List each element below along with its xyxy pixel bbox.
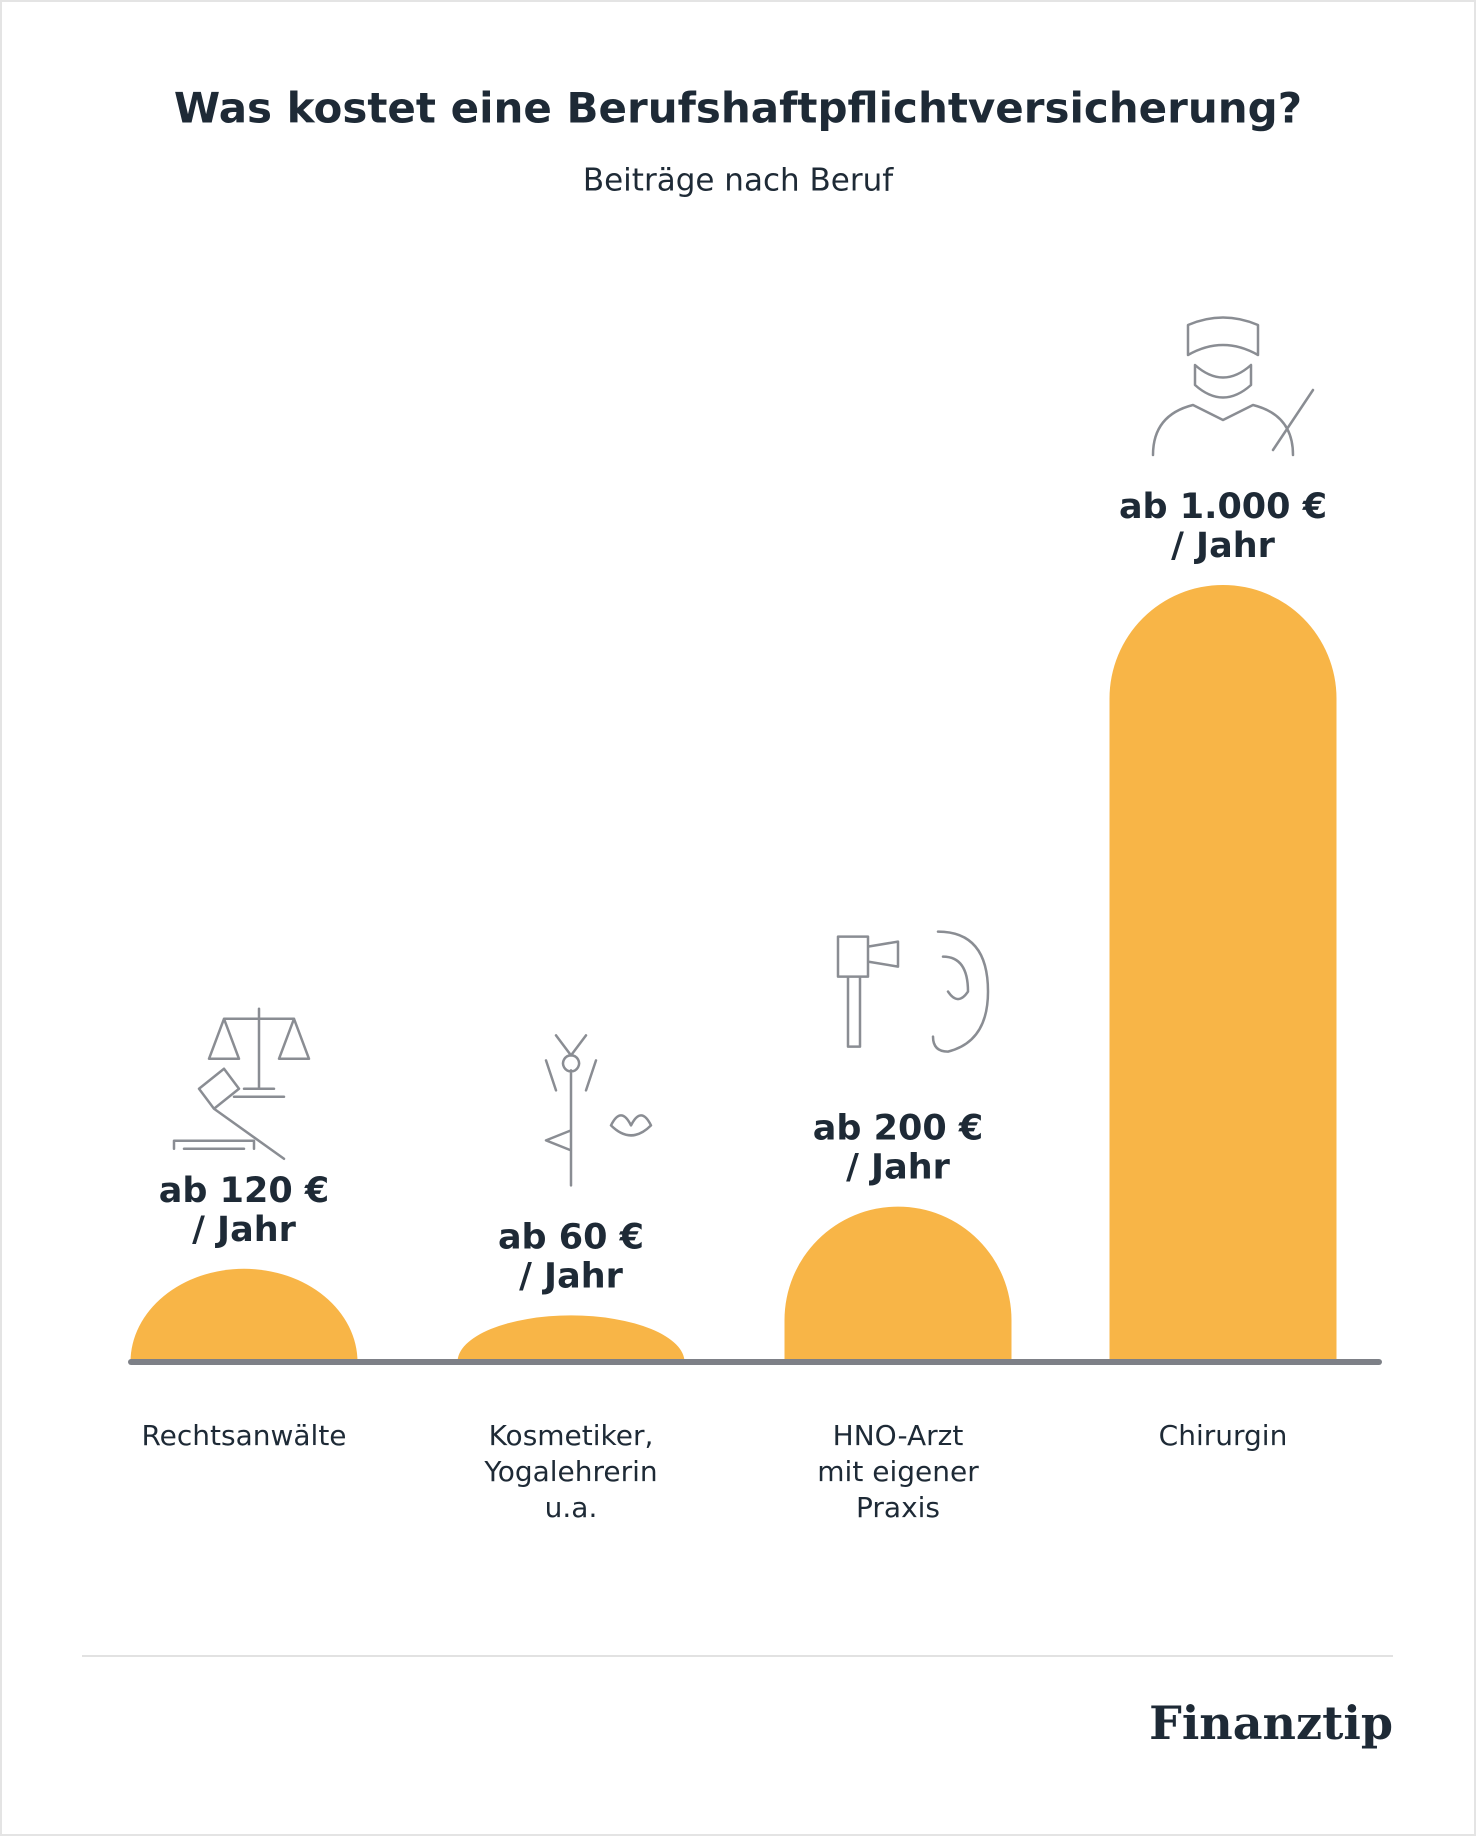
value-label: / Jahr (1171, 526, 1276, 566)
value-label: / Jahr (519, 1256, 624, 1296)
bar (130, 1268, 358, 1362)
x-tick-label: Rechtsanwälte (141, 1419, 346, 1452)
bar (457, 1315, 685, 1362)
x-tick-label: Praxis (856, 1491, 940, 1524)
x-tick-label: HNO-Arzt (833, 1419, 964, 1452)
value-label: / Jahr (846, 1148, 951, 1188)
profession-icon (836, 930, 990, 1053)
bar (784, 1206, 1012, 1362)
x-tick-label: Yogalehrerin (483, 1455, 657, 1488)
x-tick-label: u.a. (545, 1491, 598, 1524)
value-label: ab 60 € (498, 1217, 644, 1257)
value-label: ab 120 € (159, 1171, 329, 1211)
bar (1109, 585, 1337, 1362)
profession-icon (544, 1034, 653, 1187)
icons (172, 316, 1315, 1187)
chart-title: Was kostet eine Berufshaftpflichtversich… (174, 84, 1302, 133)
value-label: ab 1.000 € (1119, 487, 1327, 527)
profession-icon (172, 1007, 311, 1161)
value-label: / Jahr (192, 1210, 297, 1250)
profession-icon (1151, 316, 1315, 457)
x-tick-label: Kosmetiker, (489, 1419, 654, 1452)
x-tick-label: mit eigener (817, 1455, 979, 1488)
value-label: ab 200 € (813, 1109, 983, 1149)
chart-subtitle: Beiträge nach Beruf (583, 163, 894, 199)
brand-logo: Finanztip (1149, 1696, 1393, 1750)
x-tick-label: Chirurgin (1159, 1419, 1288, 1452)
